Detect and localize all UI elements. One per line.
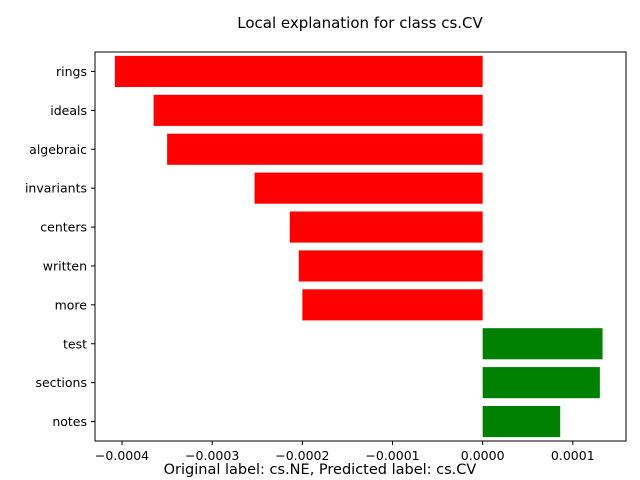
chart-title: Local explanation for class cs.CV [237,14,483,32]
bar-rings [114,55,483,88]
bar-centers [289,211,483,243]
x-tick-label: −0.0004 [95,448,149,463]
y-tick-label: sections [35,375,87,390]
bars-layer [114,55,603,438]
plot-frame [94,51,627,442]
y-tick-label: algebraic [29,142,87,157]
y-tick-label: test [63,336,87,351]
bar-test [482,328,603,360]
y-tick-label: centers [40,220,87,235]
y-tick-label: invariants [25,181,87,196]
y-tick-label: written [43,258,87,273]
x-tick-label: 0.0000 [461,448,505,463]
bar-invariants [254,172,483,204]
chart-caption: Original label: cs.NE, Predicted label: … [164,462,477,478]
bar-algebraic [167,133,483,165]
y-tick-label: more [55,297,88,312]
bar-sections [482,367,600,399]
x-tick-label: −0.0003 [185,448,239,463]
bar-ideals [153,94,483,126]
y-tick-label: notes [52,414,87,429]
x-tick-label: −0.0001 [365,448,419,463]
x-tick-label: −0.0002 [275,448,329,463]
bar-more [302,289,483,321]
y-tick-label: rings [56,64,87,79]
bar-notes [482,405,561,438]
bar-written [298,250,483,282]
axes-layer: rings ideals algebraic invariants centers wri… [25,51,627,463]
x-tick-label: 0.0001 [551,448,595,463]
y-tick-label: ideals [50,103,87,118]
